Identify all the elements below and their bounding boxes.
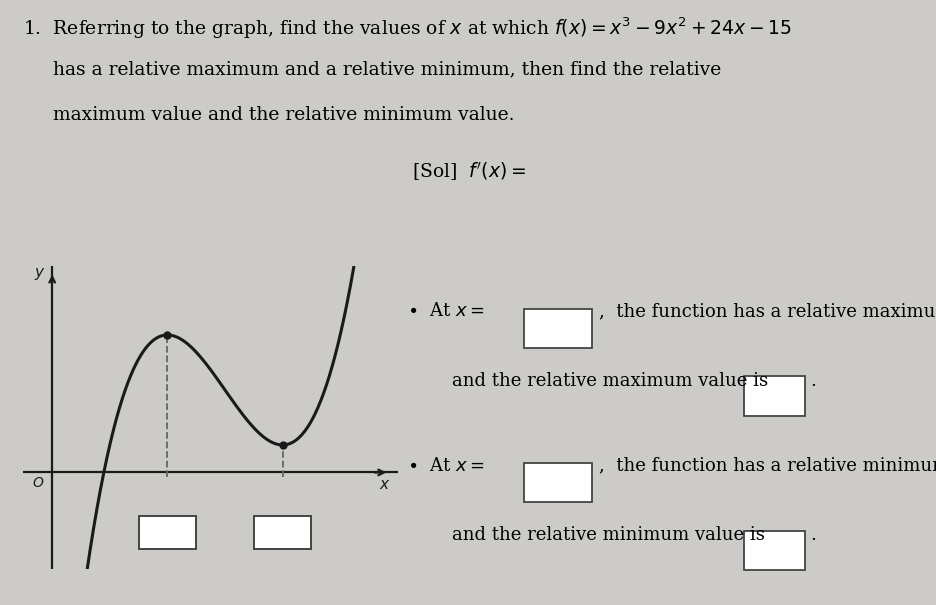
Text: $O$: $O$ [32,477,44,491]
Text: .: . [811,526,816,544]
Text: ,  the function has a relative minimum,: , the function has a relative minimum, [599,457,936,475]
Text: and the relative minimum value is: and the relative minimum value is [452,526,765,544]
FancyBboxPatch shape [744,531,805,570]
Text: $y$: $y$ [34,266,45,283]
Text: and the relative maximum value is: and the relative maximum value is [452,372,768,390]
Text: .: . [811,372,816,390]
FancyBboxPatch shape [524,463,592,502]
Bar [254,517,312,549]
Text: [Sol]  $f'(x) =$: [Sol] $f'(x) =$ [412,160,526,183]
Text: $\bullet$  At $x =$: $\bullet$ At $x =$ [407,302,485,321]
Text: has a relative maximum and a relative minimum, then find the relative: has a relative maximum and a relative mi… [23,60,722,79]
Text: maximum value and the relative minimum value.: maximum value and the relative minimum v… [23,106,515,124]
FancyBboxPatch shape [524,309,592,348]
Bar [139,517,197,549]
FancyBboxPatch shape [744,376,805,416]
Text: $\bullet$  At $x =$: $\bullet$ At $x =$ [407,457,485,475]
Text: ,  the function has a relative maximum,: , the function has a relative maximum, [599,302,936,321]
Text: $x$: $x$ [379,477,391,492]
Text: 1.  Referring to the graph, find the values of $x$ at which $f(x)=x^3-9x^2+24x-1: 1. Referring to the graph, find the valu… [23,15,792,41]
